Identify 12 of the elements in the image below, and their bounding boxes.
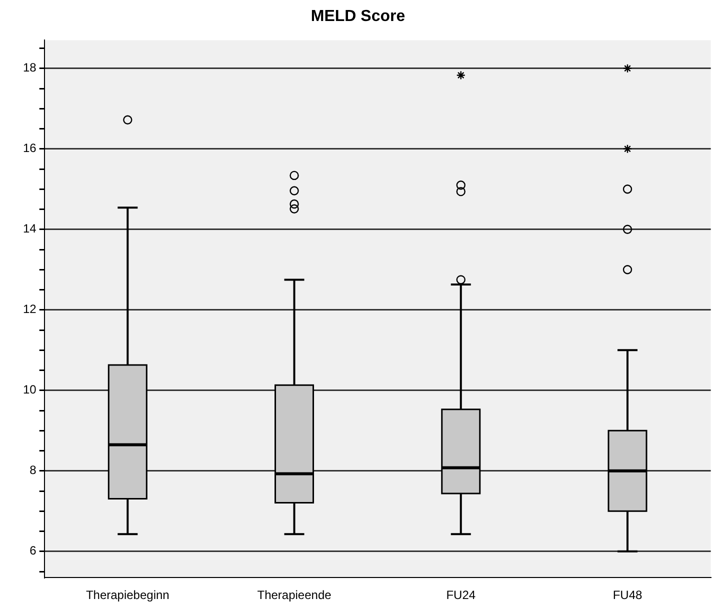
y-tick-label: 10 [22,382,37,397]
x-tick-label: Therapiebeginn [86,588,170,602]
x-tick-label: Therapieende [257,588,332,602]
y-tick-label: 12 [22,302,37,316]
y-tick-label: 14 [22,222,37,236]
y-tick-label: 8 [30,463,37,478]
x-tick-label: FU24 [446,588,476,602]
x-tick-label: FU48 [612,588,642,602]
y-tick-label: 6 [30,544,37,558]
y-tick-label: 16 [22,141,37,156]
y-tick-label: 18 [22,60,37,75]
chart-title: MELD Score [310,8,406,26]
